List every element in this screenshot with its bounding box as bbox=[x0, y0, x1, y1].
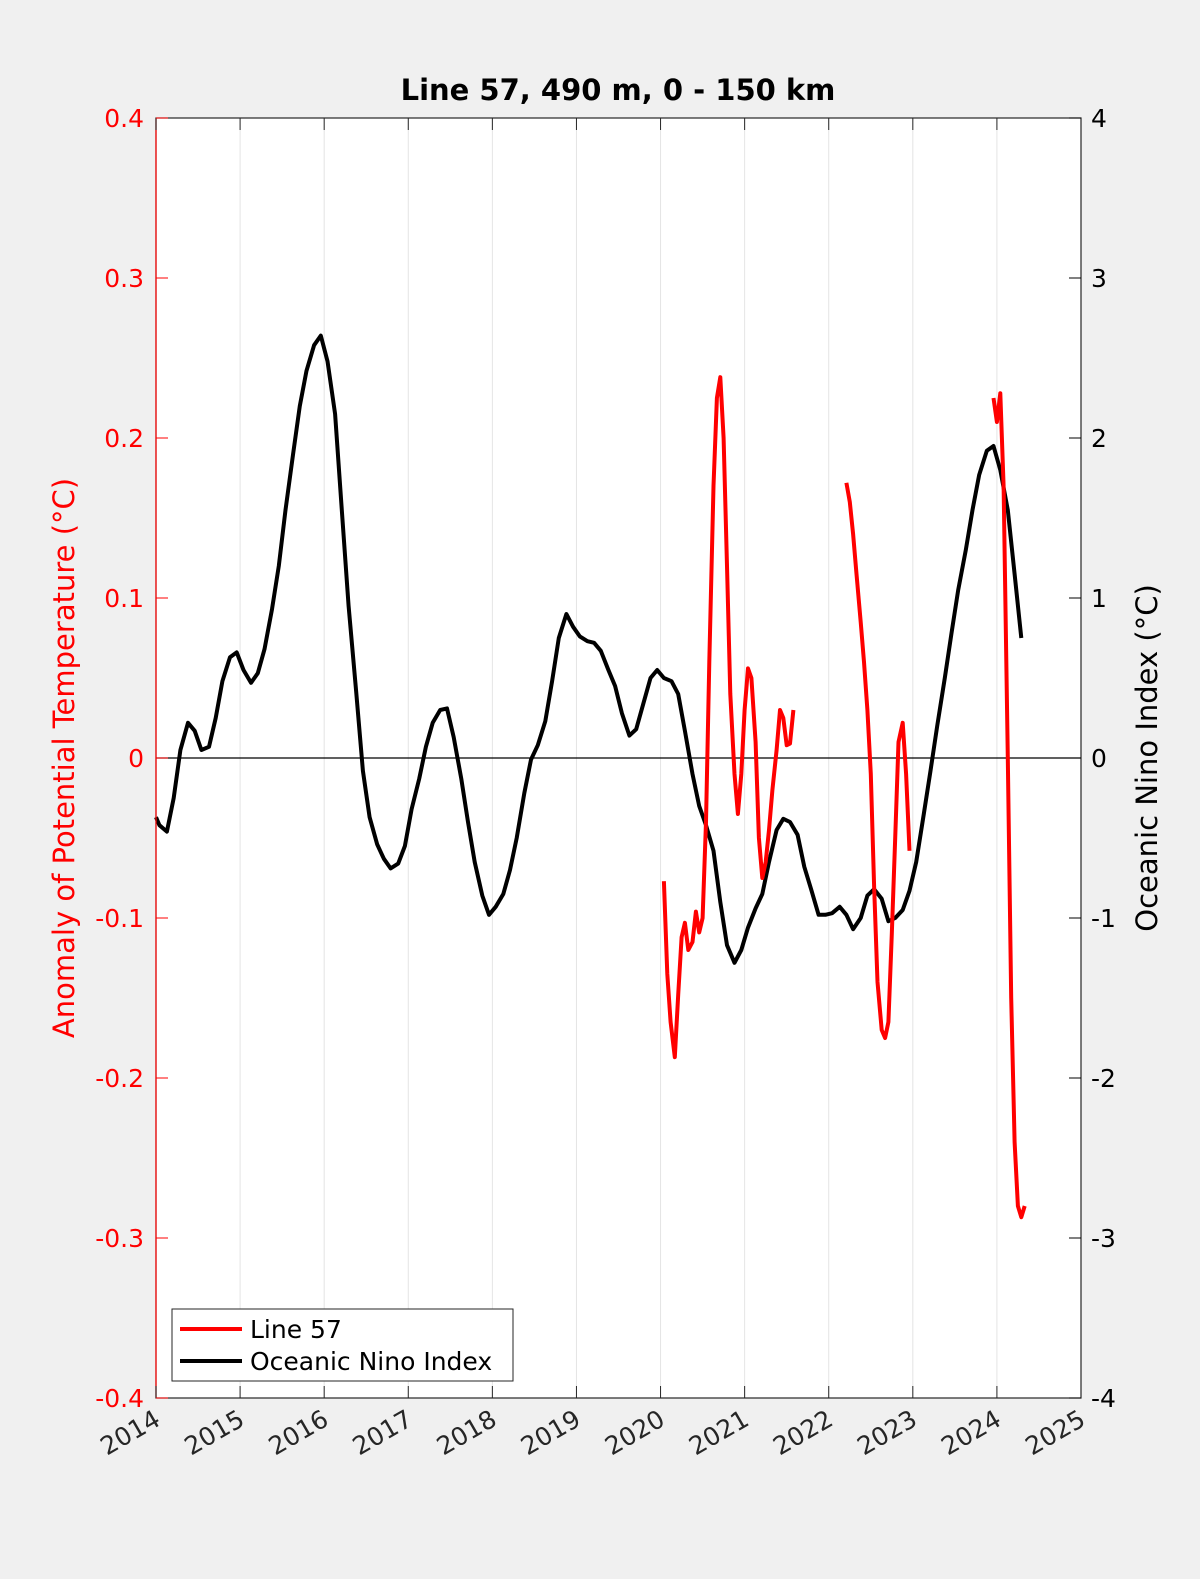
x-tick-label: 2018 bbox=[432, 1404, 502, 1461]
y-left-tick-label: 0 bbox=[128, 744, 144, 773]
x-tick-label: 2017 bbox=[348, 1404, 418, 1461]
y-left-tick-label: -0.3 bbox=[95, 1224, 144, 1253]
chart-title: Line 57, 490 m, 0 - 150 km bbox=[401, 73, 836, 107]
series-line-oceanic-nino-index bbox=[154, 333, 1024, 965]
y-left-tick-label: 0.1 bbox=[104, 584, 144, 613]
y-right-tick-label: 0 bbox=[1091, 744, 1107, 773]
x-tick-label: 2015 bbox=[179, 1404, 249, 1461]
left-axis-label: Anomaly of Potential Temperature (°C) bbox=[47, 478, 81, 1038]
legend-label-oni: Oceanic Nino Index bbox=[250, 1347, 492, 1376]
y-left-tick-label: -0.2 bbox=[95, 1064, 144, 1093]
x-tick-label: 2025 bbox=[1020, 1404, 1090, 1461]
y-right-tick-label: 3 bbox=[1091, 264, 1107, 293]
legend-box bbox=[171, 1308, 514, 1382]
y-left-tick-label: 0.3 bbox=[104, 264, 144, 293]
y-right-tick-label: -2 bbox=[1091, 1064, 1116, 1093]
series-line-line-57 bbox=[661, 375, 796, 1060]
right-axis-label: Oceanic Nino Index (°C) bbox=[1130, 584, 1164, 932]
y-right-tick-label: 2 bbox=[1091, 424, 1107, 453]
x-tick-label: 2019 bbox=[516, 1404, 586, 1461]
y-right-tick-label: -3 bbox=[1091, 1224, 1116, 1253]
x-tick-label: 2016 bbox=[264, 1404, 334, 1461]
legend: Line 57 Oceanic Nino Index bbox=[171, 1308, 514, 1382]
legend-label-line57: Line 57 bbox=[250, 1315, 342, 1344]
series-line-line-57 bbox=[844, 482, 912, 1040]
y-right-tick-label: -1 bbox=[1091, 904, 1116, 933]
y-left-tick-label: 0.4 bbox=[104, 104, 144, 133]
x-tick-label: 2021 bbox=[684, 1404, 754, 1461]
series-layer bbox=[154, 333, 1027, 1220]
x-tick-label: 2024 bbox=[936, 1404, 1006, 1461]
x-tick-label: 2020 bbox=[600, 1404, 670, 1461]
x-tick-label: 2023 bbox=[852, 1404, 922, 1461]
y-left-tick-label: -0.1 bbox=[95, 904, 144, 933]
y-right-tick-label: 4 bbox=[1091, 104, 1107, 133]
y-left-tick-label: -0.4 bbox=[95, 1384, 144, 1413]
y-right-tick-label: 1 bbox=[1091, 584, 1107, 613]
y-left-tick-label: 0.2 bbox=[104, 424, 144, 453]
x-tick-label: 2022 bbox=[768, 1404, 838, 1461]
series-line-line-57 bbox=[991, 391, 1027, 1220]
y-right-tick-label: -4 bbox=[1091, 1384, 1116, 1413]
